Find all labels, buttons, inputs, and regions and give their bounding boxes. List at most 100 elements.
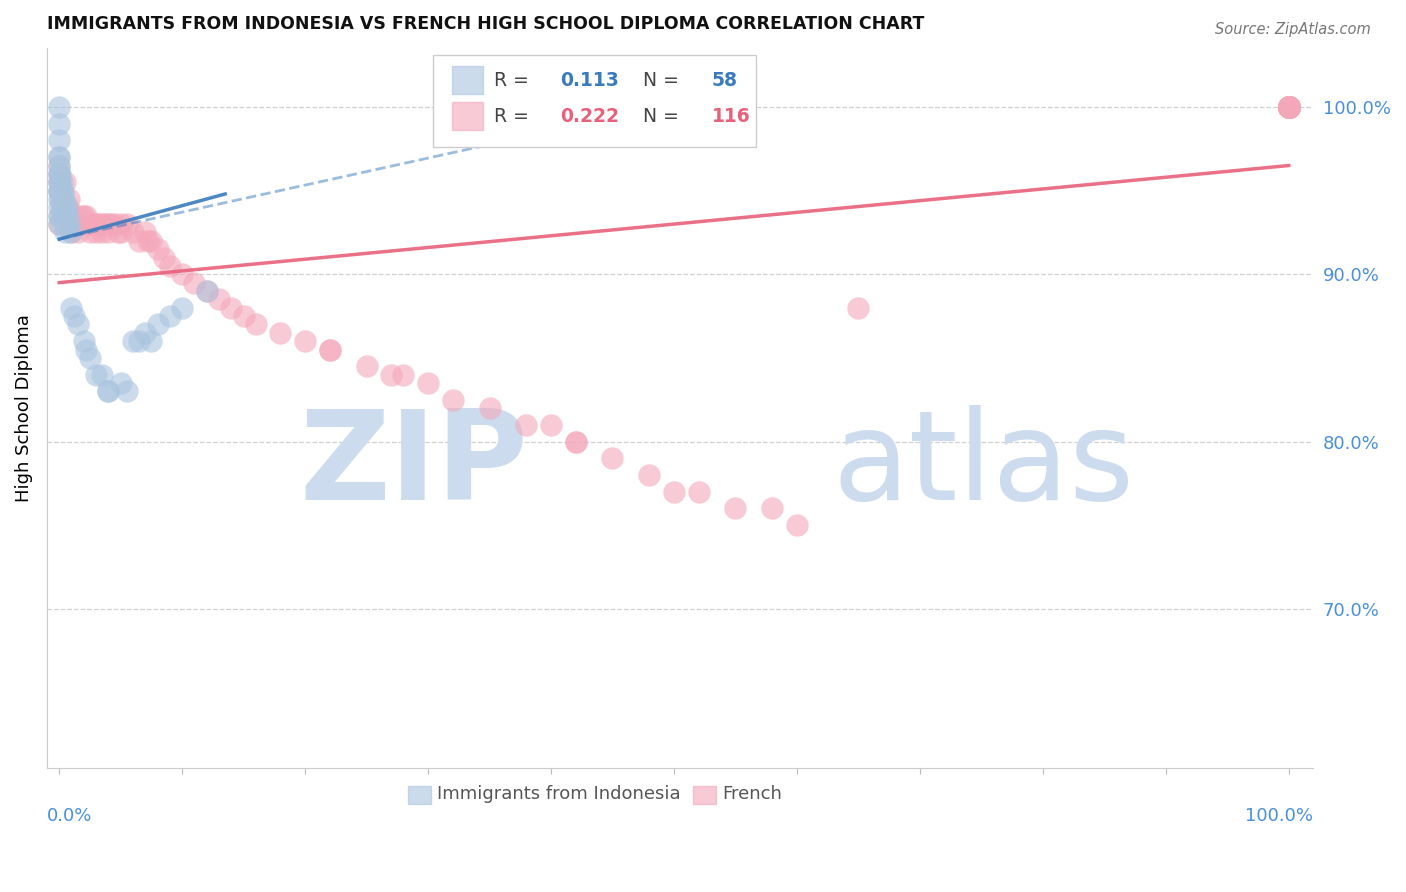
Point bbox=[115, 217, 138, 231]
Point bbox=[56, 200, 79, 214]
Point bbox=[1278, 100, 1301, 114]
Point bbox=[53, 192, 76, 206]
Point bbox=[1278, 100, 1301, 114]
Point bbox=[53, 200, 76, 214]
Point bbox=[1278, 100, 1301, 114]
Point bbox=[846, 301, 869, 315]
Point bbox=[1278, 100, 1301, 114]
Point bbox=[91, 226, 114, 240]
Point bbox=[1278, 100, 1301, 114]
Point bbox=[48, 100, 70, 114]
Point bbox=[51, 200, 73, 214]
Point bbox=[70, 209, 93, 223]
Point bbox=[107, 226, 129, 240]
Point bbox=[60, 217, 83, 231]
Point bbox=[146, 242, 169, 256]
Point bbox=[48, 159, 70, 173]
Point bbox=[416, 376, 439, 390]
Y-axis label: High School Diploma: High School Diploma bbox=[15, 314, 32, 502]
Text: 116: 116 bbox=[711, 106, 751, 126]
Point bbox=[48, 167, 70, 181]
Point bbox=[48, 192, 70, 206]
Point bbox=[1278, 100, 1301, 114]
Point bbox=[208, 293, 231, 307]
Text: atlas: atlas bbox=[832, 405, 1135, 526]
Point bbox=[141, 234, 163, 248]
Point bbox=[84, 226, 107, 240]
Point bbox=[1278, 100, 1301, 114]
Point bbox=[1278, 100, 1301, 114]
Point bbox=[724, 501, 747, 516]
Point bbox=[1278, 100, 1301, 114]
Point bbox=[73, 209, 96, 223]
Point bbox=[1278, 100, 1301, 114]
Point bbox=[392, 368, 415, 382]
Point bbox=[91, 217, 114, 231]
Bar bbox=[408, 786, 430, 804]
Point bbox=[1278, 100, 1301, 114]
Bar bbox=[453, 66, 482, 95]
Point bbox=[1278, 100, 1301, 114]
Point bbox=[786, 518, 808, 533]
Point bbox=[564, 434, 586, 449]
Text: IMMIGRANTS FROM INDONESIA VS FRENCH HIGH SCHOOL DIPLOMA CORRELATION CHART: IMMIGRANTS FROM INDONESIA VS FRENCH HIGH… bbox=[46, 15, 924, 33]
Point bbox=[1278, 100, 1301, 114]
Point bbox=[48, 150, 70, 164]
Point bbox=[183, 276, 205, 290]
Point bbox=[83, 217, 105, 231]
Point bbox=[195, 284, 218, 298]
Point bbox=[1278, 100, 1301, 114]
Point bbox=[1278, 100, 1301, 114]
Point bbox=[87, 217, 110, 231]
Point bbox=[48, 217, 70, 231]
Point bbox=[159, 259, 181, 273]
Point bbox=[53, 217, 76, 231]
Point bbox=[63, 209, 86, 223]
Point bbox=[1278, 100, 1301, 114]
Point bbox=[60, 226, 83, 240]
Point bbox=[52, 184, 75, 198]
Point bbox=[52, 192, 75, 206]
Text: Source: ZipAtlas.com: Source: ZipAtlas.com bbox=[1215, 22, 1371, 37]
Text: R =: R = bbox=[494, 70, 534, 89]
Point bbox=[1278, 100, 1301, 114]
Text: 58: 58 bbox=[711, 70, 738, 89]
Point bbox=[380, 368, 402, 382]
Point bbox=[1278, 100, 1301, 114]
Point bbox=[1278, 100, 1301, 114]
Point bbox=[195, 284, 218, 298]
Bar bbox=[693, 786, 716, 804]
Point bbox=[63, 217, 86, 231]
Text: French: French bbox=[721, 785, 782, 804]
Point bbox=[48, 209, 70, 223]
Point bbox=[136, 234, 159, 248]
Point bbox=[110, 226, 132, 240]
Point bbox=[48, 217, 70, 231]
Point bbox=[515, 417, 537, 432]
Point bbox=[53, 209, 76, 223]
Point bbox=[55, 200, 77, 214]
Point bbox=[1278, 100, 1301, 114]
Text: 0.0%: 0.0% bbox=[46, 807, 93, 825]
Point bbox=[49, 175, 72, 189]
Point bbox=[48, 159, 70, 173]
Point bbox=[1278, 100, 1301, 114]
Point bbox=[48, 184, 70, 198]
Point bbox=[1278, 100, 1301, 114]
Point bbox=[128, 234, 150, 248]
Point bbox=[48, 175, 70, 189]
Point bbox=[172, 301, 194, 315]
Point bbox=[638, 467, 661, 482]
Point bbox=[53, 209, 76, 223]
Point bbox=[49, 184, 72, 198]
Point bbox=[122, 226, 145, 240]
Point bbox=[662, 484, 685, 499]
Point bbox=[97, 384, 120, 399]
Point bbox=[97, 384, 120, 399]
Point bbox=[1278, 100, 1301, 114]
Text: ZIP: ZIP bbox=[299, 405, 529, 526]
Point bbox=[49, 192, 72, 206]
Point bbox=[602, 451, 624, 466]
Point bbox=[66, 217, 89, 231]
Point bbox=[269, 326, 291, 340]
